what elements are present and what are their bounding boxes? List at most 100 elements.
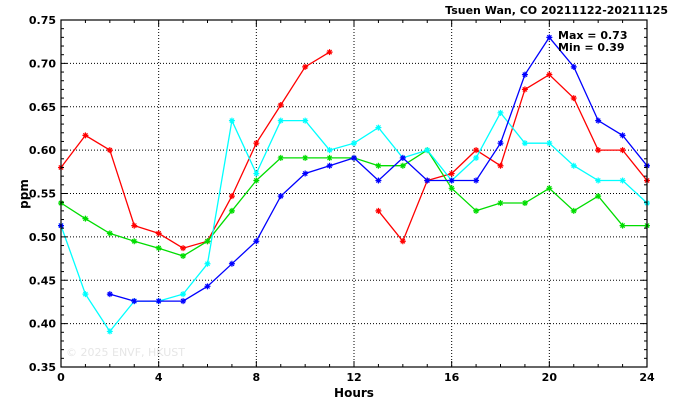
data-point bbox=[595, 147, 602, 154]
data-point bbox=[277, 193, 284, 200]
series-line bbox=[377, 73, 648, 243]
y-tick-label: 0.40 bbox=[29, 318, 56, 331]
data-point bbox=[326, 154, 333, 161]
data-point bbox=[473, 207, 480, 214]
data-point bbox=[351, 140, 357, 147]
data-point bbox=[399, 154, 406, 161]
data-point bbox=[448, 177, 455, 184]
data-point bbox=[619, 222, 626, 229]
data-point bbox=[619, 147, 626, 154]
data-point bbox=[448, 170, 455, 177]
data-point bbox=[399, 238, 406, 245]
series-line bbox=[60, 51, 330, 249]
data-point bbox=[570, 95, 577, 102]
data-point bbox=[180, 291, 187, 298]
data-point bbox=[595, 117, 602, 124]
data-point bbox=[473, 147, 480, 154]
data-point bbox=[228, 117, 235, 124]
data-point bbox=[424, 177, 431, 184]
data-point bbox=[155, 298, 162, 305]
data-point bbox=[375, 207, 382, 214]
y-tick-label: 0.75 bbox=[29, 14, 56, 27]
data-point bbox=[619, 132, 626, 139]
data-point bbox=[82, 215, 89, 222]
x-axis-label: Hours bbox=[334, 386, 374, 400]
data-point bbox=[375, 162, 382, 169]
series-group bbox=[58, 34, 650, 335]
data-point bbox=[204, 283, 211, 290]
x-tick-label: 8 bbox=[253, 371, 261, 384]
data-point bbox=[106, 328, 113, 335]
y-tick-label: 0.60 bbox=[29, 144, 56, 157]
data-point bbox=[131, 238, 138, 245]
data-point bbox=[570, 162, 577, 169]
data-point bbox=[204, 260, 211, 267]
data-point bbox=[497, 162, 504, 169]
y-tick-label: 0.70 bbox=[29, 57, 56, 70]
data-point bbox=[375, 177, 382, 184]
data-point bbox=[546, 71, 553, 78]
y-tick-label: 0.55 bbox=[29, 188, 56, 201]
series-1 bbox=[58, 49, 650, 252]
data-point bbox=[302, 117, 309, 124]
data-point bbox=[326, 147, 333, 154]
chart-title: Tsuen Wan, CO 20211122-20211125 bbox=[445, 4, 668, 17]
data-point bbox=[473, 177, 480, 184]
data-point bbox=[595, 177, 602, 184]
data-point bbox=[302, 63, 309, 70]
data-point bbox=[228, 193, 235, 200]
data-point bbox=[399, 162, 406, 169]
data-point bbox=[546, 185, 553, 192]
data-point bbox=[253, 238, 260, 245]
x-tick-label: 20 bbox=[542, 371, 558, 384]
x-tick-label: 16 bbox=[444, 371, 460, 384]
watermark-text: © 2025 ENVF, HKUST bbox=[66, 346, 185, 359]
max-annotation: Max = 0.73 bbox=[558, 29, 627, 42]
y-tick-label: 0.65 bbox=[29, 101, 56, 114]
data-point bbox=[326, 162, 333, 169]
data-point bbox=[424, 147, 431, 154]
data-point bbox=[106, 230, 113, 237]
data-point bbox=[326, 49, 333, 56]
data-point bbox=[595, 193, 602, 200]
data-point bbox=[375, 124, 382, 131]
data-point bbox=[497, 200, 504, 207]
data-point bbox=[204, 238, 211, 245]
data-point bbox=[546, 140, 553, 147]
y-tick-label: 0.50 bbox=[29, 231, 56, 244]
x-tick-label: 0 bbox=[57, 371, 65, 384]
data-point bbox=[619, 177, 626, 184]
tick-group: 0 4 8 12 16 20 24 0.35 0.40 0.45 0.50 0.55 0.60 0.65 0… bbox=[29, 14, 655, 384]
data-point bbox=[106, 147, 113, 154]
grid-lines bbox=[61, 20, 647, 367]
data-point bbox=[351, 154, 357, 161]
data-point bbox=[82, 291, 89, 298]
data-point bbox=[473, 154, 480, 161]
data-point bbox=[180, 245, 187, 252]
data-point bbox=[253, 170, 260, 177]
data-point bbox=[106, 291, 113, 298]
data-point bbox=[302, 154, 309, 161]
data-point bbox=[277, 102, 284, 109]
y-axis-label: ppm bbox=[17, 179, 31, 209]
y-tick-label: 0.45 bbox=[29, 274, 56, 287]
data-point bbox=[277, 154, 284, 161]
data-point bbox=[521, 200, 528, 207]
data-point bbox=[131, 298, 138, 305]
data-point bbox=[253, 140, 260, 147]
data-point bbox=[497, 140, 504, 147]
series-line bbox=[109, 36, 648, 302]
x-tick-label: 12 bbox=[346, 371, 361, 384]
data-point bbox=[448, 185, 455, 192]
data-point bbox=[570, 63, 577, 70]
data-point bbox=[82, 132, 89, 139]
y-tick-label: 0.35 bbox=[29, 361, 56, 374]
data-point bbox=[521, 140, 528, 147]
data-point bbox=[302, 170, 309, 177]
data-point bbox=[228, 207, 235, 214]
data-point bbox=[180, 252, 187, 259]
data-point bbox=[155, 245, 162, 252]
data-point bbox=[131, 222, 138, 229]
data-point bbox=[546, 34, 553, 41]
